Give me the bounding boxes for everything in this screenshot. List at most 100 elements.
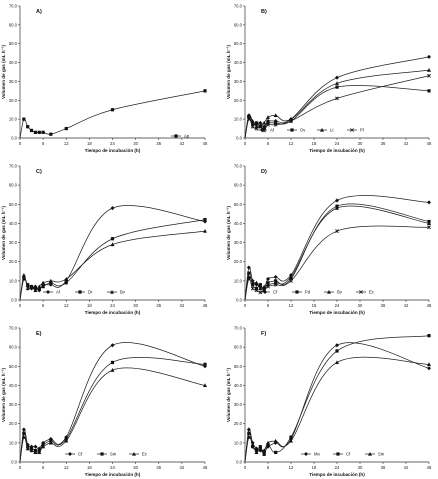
- data-point: [289, 278, 293, 283]
- x-tick-label: 24: [335, 141, 340, 146]
- y-tick-label: 70.0: [9, 4, 18, 9]
- x-tick-label: 30: [358, 465, 363, 470]
- legend-marker: [304, 452, 308, 456]
- y-tick-label: 0.0: [236, 298, 242, 303]
- legend-marker: [78, 290, 82, 294]
- x-axis-label: Tiempo de incubación (h): [85, 310, 141, 315]
- data-point: [246, 117, 251, 122]
- series-line: [244, 335, 430, 463]
- x-tick-label: 36: [381, 465, 386, 470]
- data-point: [258, 283, 262, 287]
- legend-entry-dr: Dr: [75, 290, 93, 295]
- data-point: [250, 124, 255, 129]
- data-point: [22, 431, 26, 435]
- x-tick-label: 12: [64, 141, 69, 146]
- data-point: [29, 128, 34, 133]
- legend-marker: [46, 290, 50, 294]
- y-axis-label: Volumen de gas (mL h⁻¹): [1, 45, 6, 100]
- data-point: [25, 446, 30, 451]
- legend-entry-sm: Sm: [365, 452, 385, 457]
- y-tick-label: 30.0: [9, 79, 18, 84]
- x-axis-label: Tiempo de incubación (h): [309, 472, 365, 477]
- data-point: [29, 448, 34, 453]
- data-point: [203, 89, 207, 93]
- data-point: [273, 122, 278, 127]
- series-line: [244, 356, 430, 463]
- data-point: [246, 427, 251, 432]
- x-axis-label: Tiempo de incubación (h): [309, 148, 365, 153]
- y-tick-label: 40.0: [234, 221, 243, 226]
- x-tick-label: 30: [133, 465, 138, 470]
- data-point: [335, 349, 339, 353]
- y-tick-label: 60.0: [234, 22, 243, 27]
- panel-label: D): [261, 169, 267, 175]
- data-point: [37, 130, 41, 134]
- y-axis-label: Volumen de gas (mL h⁻¹): [1, 206, 6, 261]
- data-point: [26, 125, 30, 129]
- x-tick-label: 18: [87, 141, 92, 146]
- data-point: [258, 446, 263, 451]
- data-point: [203, 362, 207, 366]
- series-ap: [19, 89, 207, 139]
- data-point: [48, 278, 53, 283]
- series-af: [19, 205, 207, 301]
- x-tick-label: 12: [64, 465, 69, 470]
- data-point: [266, 121, 270, 125]
- x-tick-label: 18: [87, 465, 92, 470]
- x-tick-label: 36: [156, 303, 161, 308]
- x-tick-label: 0: [19, 303, 22, 308]
- y-tick-label: 40.0: [9, 383, 18, 388]
- series-line: [19, 230, 206, 301]
- data-point: [33, 288, 38, 293]
- series-mo: [244, 342, 431, 463]
- x-tick-label: 42: [180, 303, 185, 308]
- legend-entry-ov: Ov: [287, 128, 306, 133]
- data-point: [251, 283, 255, 287]
- data-point: [22, 117, 26, 121]
- data-point: [64, 126, 68, 131]
- chart-panel-1: 0.0 10.0 20.0 30.0 40.0 50.0 60.0 70.0 0 6 12 18 24 3…: [1, 4, 208, 154]
- x-tick-label: 48: [427, 465, 432, 470]
- data-point: [110, 206, 115, 211]
- data-point: [289, 119, 293, 123]
- y-tick-label: 30.0: [234, 79, 243, 84]
- data-point: [262, 284, 267, 289]
- y-tick-label: 20.0: [234, 259, 243, 264]
- data-point: [266, 115, 270, 119]
- data-point: [254, 450, 259, 455]
- chart-panel-6: 0.0 10.0 20.0 30.0 40.0 50.0 60.0 70.0 0 6 12 18 24 3…: [226, 326, 432, 478]
- data-point: [251, 123, 255, 127]
- data-point: [274, 450, 278, 455]
- x-tick-label: 42: [404, 141, 409, 146]
- y-tick-label: 40.0: [9, 221, 18, 226]
- data-point: [266, 440, 270, 445]
- legend-entry-sm: Sm: [97, 452, 117, 457]
- data-point: [266, 122, 270, 127]
- y-tick-label: 60.0: [234, 345, 243, 350]
- data-point: [246, 277, 251, 281]
- data-point: [427, 89, 431, 93]
- y-tick-label: 10.0: [234, 117, 243, 122]
- data-point: [22, 277, 26, 281]
- data-point: [33, 450, 38, 455]
- legend-marker: [320, 128, 324, 132]
- series-line: [244, 195, 430, 301]
- x-axis-label: Tiempo de incubación (h): [85, 472, 141, 477]
- chart-panel-4: 0.0 10.0 20.0 30.0 40.0 50.0 60.0 70.0 0 6 12 18 24 3…: [226, 164, 432, 316]
- legend-label: Ap: [184, 134, 190, 139]
- legend-label: Mo: [314, 452, 320, 457]
- data-point: [246, 113, 251, 117]
- data-point: [110, 242, 115, 247]
- data-point: [247, 431, 251, 435]
- x-tick-label: 6: [42, 465, 45, 470]
- legend-marker: [368, 452, 372, 456]
- y-tick-label: 30.0: [9, 240, 18, 245]
- series-ec: [244, 225, 431, 301]
- data-point: [266, 443, 270, 447]
- legend-label: Dr: [88, 290, 93, 295]
- data-point: [262, 448, 267, 453]
- data-point: [21, 427, 26, 432]
- data-point: [335, 206, 339, 210]
- data-point: [427, 221, 431, 226]
- data-point: [427, 362, 431, 366]
